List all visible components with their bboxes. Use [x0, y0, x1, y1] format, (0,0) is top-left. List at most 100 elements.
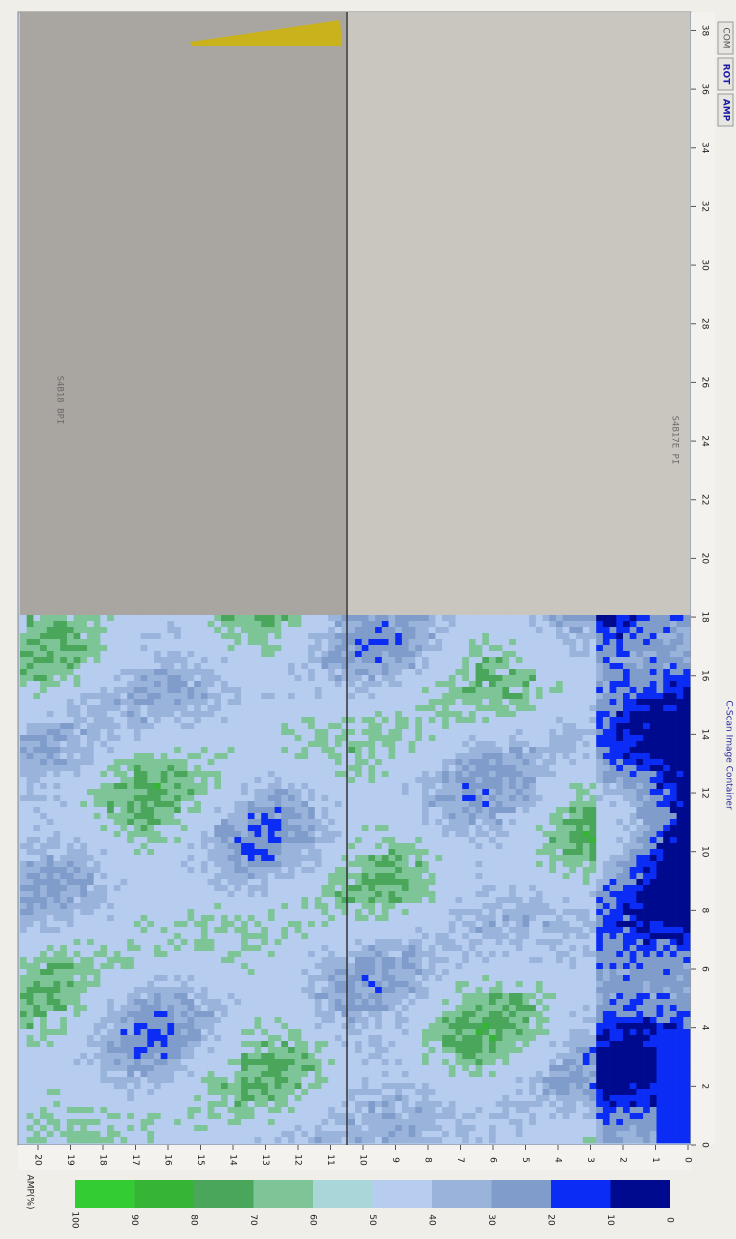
- heat-cell: [180, 657, 188, 664]
- heat-cell: [669, 657, 677, 664]
- heat-cell: [649, 807, 657, 814]
- heat-cell: [428, 675, 436, 682]
- heat-cell: [127, 789, 135, 796]
- heat-cell: [529, 657, 537, 664]
- heat-cell: [361, 783, 369, 790]
- heat-cell: [33, 669, 41, 676]
- heat-cell: [281, 795, 289, 802]
- heat-cell: [422, 687, 429, 694]
- heat-cell: [66, 897, 74, 904]
- heat-cell: [334, 651, 342, 658]
- heat-cell: [643, 777, 651, 784]
- heat-cell: [556, 843, 563, 850]
- heat-cell: [602, 753, 610, 760]
- heat-cell: [422, 903, 429, 910]
- heat-cell: [200, 825, 208, 832]
- heat-cell: [381, 675, 389, 682]
- heat-cell: [93, 837, 101, 844]
- heat-cell: [643, 669, 651, 676]
- heat-cell: [355, 897, 362, 904]
- heat-cell: [66, 723, 74, 730]
- heat-cell: [348, 903, 356, 910]
- heat-cell: [20, 825, 27, 832]
- heat-cell: [502, 615, 510, 622]
- heat-cell: [656, 627, 664, 634]
- heat-cell: [361, 903, 369, 910]
- heat-cell: [200, 885, 208, 892]
- heat-cell: [663, 765, 671, 772]
- heat-cell: [415, 753, 423, 760]
- heat-cell: [582, 669, 590, 676]
- heat-cell: [495, 819, 503, 826]
- heat-cell: [227, 897, 235, 904]
- heat-cell: [154, 753, 161, 760]
- heat-cell: [475, 849, 483, 856]
- heat-cell: [683, 903, 691, 910]
- heat-cell: [415, 657, 423, 664]
- heat-cell: [643, 807, 651, 814]
- heat-cell: [328, 669, 336, 676]
- heat-cell: [20, 711, 27, 718]
- heat-cell: [401, 765, 409, 772]
- heat-cell: [462, 729, 470, 736]
- heat-cell: [174, 675, 182, 682]
- heat-cell: [140, 675, 148, 682]
- heat-cell: [261, 615, 269, 622]
- heat-cell: [200, 891, 208, 898]
- heat-cell: [495, 669, 503, 676]
- heat-cell: [147, 795, 155, 802]
- heat-cell: [395, 663, 403, 670]
- heat-cell: [408, 849, 416, 856]
- heat-cell: [656, 867, 664, 874]
- heat-cell: [569, 633, 577, 640]
- heat-cell: [663, 735, 671, 742]
- heat-cell: [602, 663, 610, 670]
- heat-cell: [334, 717, 342, 724]
- heat-cell: [247, 855, 255, 862]
- heat-cell: [20, 687, 27, 694]
- heat-cell: [502, 867, 510, 874]
- heat-cell: [468, 861, 476, 868]
- heat-cell: [375, 615, 383, 622]
- heat-cell: [609, 885, 617, 892]
- heat-cell: [448, 657, 456, 664]
- heat-cell: [636, 711, 644, 718]
- heat-cell: [154, 735, 161, 742]
- heat-cell: [435, 717, 443, 724]
- heat-cell: [187, 723, 195, 730]
- heat-cell: [442, 825, 450, 832]
- heat-cell: [549, 837, 557, 844]
- heat-cell: [395, 783, 403, 790]
- heat-cell: [616, 687, 624, 694]
- heat-cell: [589, 729, 597, 736]
- heat-cell: [602, 699, 610, 706]
- heat-cell: [529, 777, 537, 784]
- heat-cell: [381, 879, 389, 886]
- heat-cell: [515, 633, 523, 640]
- heat-cell: [355, 795, 362, 802]
- heat-cell: [160, 729, 168, 736]
- heat-cell: [87, 813, 94, 820]
- heat-cell: [87, 783, 94, 790]
- heat-cell: [127, 735, 135, 742]
- heat-cell: [435, 801, 443, 808]
- heat-cell: [509, 879, 517, 886]
- heat-cell: [515, 903, 523, 910]
- heat-cell: [314, 669, 322, 676]
- heat-cell: [442, 801, 450, 808]
- heat-cell: [321, 693, 329, 700]
- heat-cell: [341, 867, 349, 874]
- heat-cell: [576, 891, 584, 898]
- heat-cell: [100, 831, 108, 838]
- heat-cell: [147, 801, 155, 808]
- heat-cell: [442, 639, 450, 646]
- heat-cell: [174, 891, 182, 898]
- heat-cell: [556, 819, 563, 826]
- heat-cell: [53, 855, 61, 862]
- heat-cell: [301, 879, 309, 886]
- heat-cell: [663, 681, 671, 688]
- heat-cell: [167, 735, 175, 742]
- heat-cell: [636, 675, 644, 682]
- heat-cell: [160, 615, 168, 622]
- heat-cell: [509, 669, 517, 676]
